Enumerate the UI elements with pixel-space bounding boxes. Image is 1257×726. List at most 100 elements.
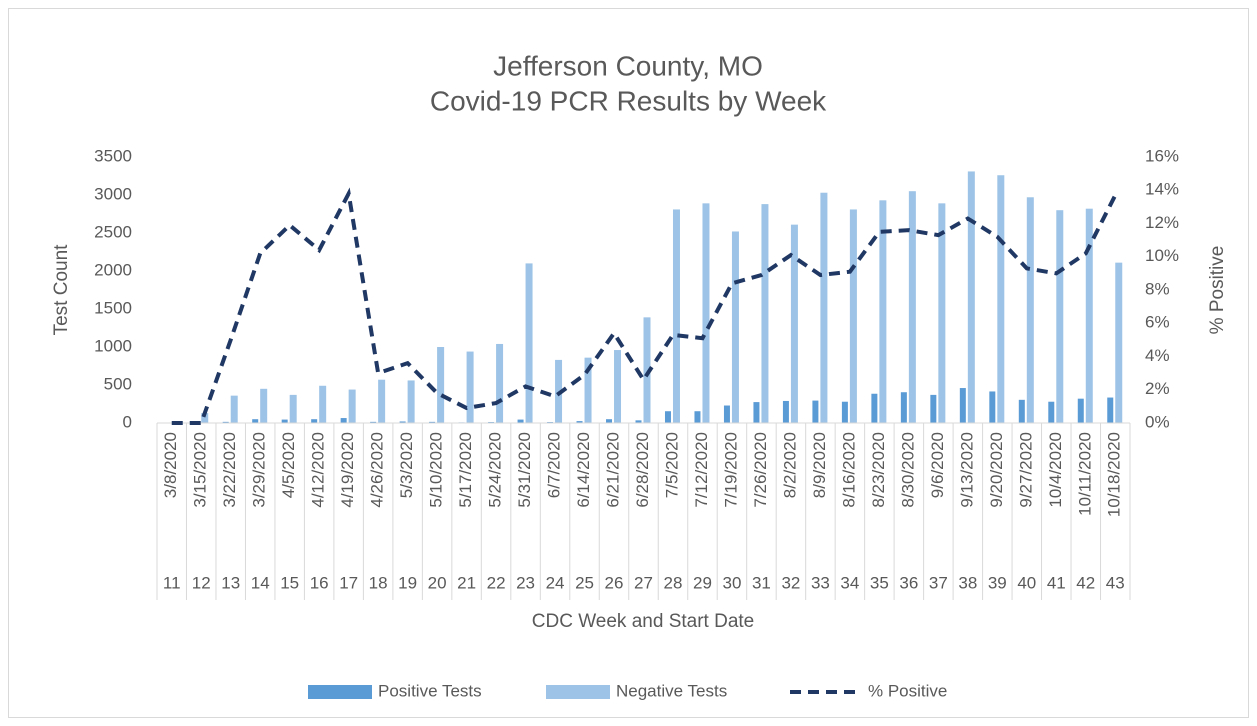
- x-week-label: 31: [752, 573, 771, 592]
- y2-axis-title: % Positive: [1207, 246, 1228, 335]
- x-tick-label: 5/17/2020: [456, 432, 475, 508]
- legend-label: Negative Tests: [616, 681, 727, 700]
- x-week-label: 23: [516, 573, 535, 592]
- x-tick-label: 10/4/2020: [1046, 432, 1065, 508]
- bar: [635, 420, 642, 423]
- y-tick-label: 1000: [94, 336, 132, 355]
- x-week-label: 35: [870, 573, 889, 592]
- x-tick-label: 9/20/2020: [987, 432, 1006, 508]
- y2-tick-label: 0%: [1145, 412, 1170, 431]
- x-tick-label: 4/12/2020: [309, 432, 328, 508]
- x-week-label: 33: [811, 573, 830, 592]
- line-series: [171, 187, 1118, 425]
- bar: [201, 413, 209, 423]
- bar: [908, 191, 916, 423]
- y-tick-label: 2500: [94, 222, 132, 241]
- x-week-label: 19: [398, 573, 417, 592]
- bar: [664, 411, 671, 423]
- bar: [967, 171, 975, 423]
- x-week-label: 38: [958, 573, 977, 592]
- x-week-label: 40: [1017, 573, 1036, 592]
- y-tick-label: 1500: [94, 298, 132, 317]
- bar: [370, 421, 377, 423]
- x-week-label: 30: [722, 573, 741, 592]
- x-week-label: 22: [487, 573, 506, 592]
- bar: [900, 392, 907, 423]
- bar: [289, 394, 297, 423]
- x-week-label: 21: [457, 573, 476, 592]
- x-tick-label: 6/21/2020: [603, 432, 622, 508]
- bar: [930, 394, 937, 423]
- bar: [761, 204, 769, 423]
- bar: [222, 421, 229, 423]
- bar: [820, 192, 828, 423]
- x-week-label: 32: [781, 573, 800, 592]
- bar: [614, 350, 622, 423]
- bar: [260, 388, 268, 423]
- x-tick-label: 3/15/2020: [191, 432, 210, 508]
- bar: [997, 175, 1005, 423]
- bar: [938, 203, 946, 423]
- y2-tick-label: 12%: [1145, 213, 1179, 232]
- bar: [429, 421, 436, 423]
- bar: [399, 421, 406, 423]
- bar: [871, 393, 878, 423]
- x-tick-label: 8/23/2020: [869, 432, 888, 508]
- legend-swatch: [546, 685, 610, 699]
- bar: [340, 418, 347, 423]
- bar: [1018, 399, 1025, 423]
- x-week-label: 28: [664, 573, 683, 592]
- bar: [584, 357, 592, 423]
- bar: [525, 263, 533, 423]
- x-week-label: 16: [310, 573, 329, 592]
- chart-title: Jefferson County, MO: [493, 50, 763, 81]
- x-tick-label: 6/7/2020: [545, 432, 564, 498]
- bar: [643, 317, 651, 423]
- bar: [731, 231, 739, 423]
- x-tick-label: 8/30/2020: [898, 432, 917, 508]
- y2-tick-label: 10%: [1145, 246, 1179, 265]
- x-week-label: 14: [251, 573, 270, 592]
- x-tick-label: 5/3/2020: [397, 432, 416, 498]
- y-tick-label: 500: [104, 374, 132, 393]
- legend-label: % Positive: [868, 681, 947, 700]
- bar: [1107, 397, 1114, 423]
- y-tick-label: 3500: [94, 146, 132, 165]
- bar: [319, 385, 327, 423]
- bar: [672, 209, 680, 423]
- bar: [989, 391, 996, 423]
- x-tick-label: 9/6/2020: [928, 432, 947, 498]
- x-tick-label: 4/19/2020: [338, 432, 357, 508]
- legend-label: Positive Tests: [378, 681, 482, 700]
- bar: [1115, 262, 1123, 423]
- y-axis-title: Test Count: [51, 244, 72, 336]
- x-week-label: 24: [546, 573, 565, 592]
- x-week-label: 12: [192, 573, 211, 592]
- x-tick-label: 9/13/2020: [957, 432, 976, 508]
- bar: [517, 419, 524, 423]
- y-tick-label: 2000: [94, 260, 132, 279]
- bar: [606, 419, 613, 423]
- x-tick-label: 7/12/2020: [692, 432, 711, 508]
- x-week-label: 41: [1047, 573, 1066, 592]
- x-week-label: 25: [575, 573, 594, 592]
- y-tick-label: 0: [123, 412, 132, 431]
- x-tick-label: 4/5/2020: [279, 432, 298, 498]
- x-week-label: 15: [280, 573, 299, 592]
- bar: [753, 402, 760, 423]
- x-tick-label: 3/8/2020: [161, 432, 180, 498]
- y2-tick-label: 6%: [1145, 313, 1170, 332]
- x-week-label: 34: [840, 573, 859, 592]
- x-axis-title: CDC Week and Start Date: [532, 611, 754, 632]
- x-week-label: 18: [369, 573, 388, 592]
- bar: [496, 343, 504, 423]
- x-week-label: 27: [634, 573, 653, 592]
- bar: [407, 380, 415, 423]
- y2-tick-label: 16%: [1145, 146, 1179, 165]
- x-tick-label: 5/24/2020: [486, 432, 505, 508]
- bar: [694, 411, 701, 423]
- bar: [348, 389, 356, 423]
- y2-tick-label: 2%: [1145, 379, 1170, 398]
- x-tick-label: 7/5/2020: [662, 432, 681, 498]
